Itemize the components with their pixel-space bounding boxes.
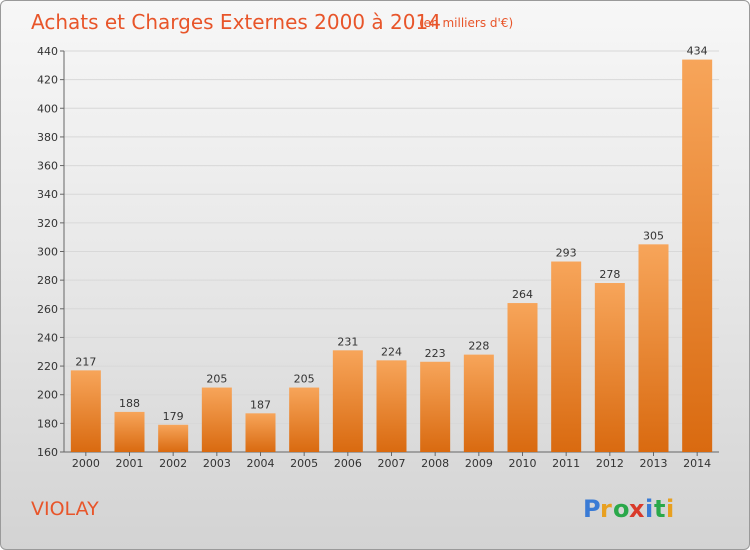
svg-text:i: i	[645, 495, 653, 523]
y-tick-label: 280	[37, 274, 58, 287]
data-label: 179	[163, 410, 184, 423]
bar-2012	[594, 283, 625, 452]
x-axis-ticks: 2000 2001 2002 2003 2004 2005 2006 2007 2008 2009…	[72, 452, 711, 470]
data-label: 231	[337, 335, 358, 348]
x-tick-label: 2003	[203, 457, 231, 470]
y-tick-label: 200	[37, 389, 58, 402]
data-label: 224	[381, 345, 402, 358]
y-tick-label: 340	[37, 188, 58, 201]
chart-subtitle: (en milliers d'€)	[419, 16, 513, 30]
svg-text:P: P	[583, 495, 601, 523]
y-tick-label: 440	[37, 45, 58, 58]
bar-2009	[463, 354, 494, 452]
data-label: 305	[643, 229, 664, 242]
x-tick-label: 2008	[421, 457, 449, 470]
bar-2003	[201, 387, 232, 452]
bar-2006	[332, 350, 363, 452]
svg-text:o: o	[613, 495, 630, 523]
bar-2010	[507, 303, 538, 452]
bar-2008	[420, 361, 451, 452]
y-tick-label: 380	[37, 131, 58, 144]
y-tick-label: 180	[37, 417, 58, 430]
y-tick-label: 360	[37, 160, 58, 173]
svg-text:r: r	[600, 495, 612, 523]
data-label: 205	[294, 373, 315, 386]
bar-2011	[551, 261, 582, 452]
y-tick-label: 420	[37, 74, 58, 87]
data-label: 293	[556, 247, 577, 260]
bar-2002	[158, 424, 189, 452]
bar-2001	[114, 411, 145, 452]
x-tick-label: 2011	[552, 457, 580, 470]
x-tick-label: 2002	[159, 457, 187, 470]
y-tick-label: 220	[37, 360, 58, 373]
bars	[70, 59, 713, 452]
x-tick-label: 2005	[290, 457, 318, 470]
data-label: 264	[512, 288, 533, 301]
bar-2007	[376, 360, 407, 452]
data-label: 278	[599, 268, 620, 281]
x-tick-label: 2000	[72, 457, 100, 470]
bar-2005	[289, 387, 320, 452]
data-label: 205	[206, 373, 227, 386]
bar-2013	[638, 244, 669, 452]
bar-2004	[245, 413, 276, 452]
data-labels: 217 188 179 205 187 205 231 224 223 228 264 293 278 3…	[75, 45, 707, 423]
svg-text:i: i	[666, 495, 674, 523]
chart-title: Achats et Charges Externes 2000 à 2014	[31, 10, 441, 34]
y-tick-label: 160	[37, 446, 58, 459]
data-label: 434	[687, 45, 708, 58]
y-tick-label: 300	[37, 246, 58, 259]
y-tick-label: 240	[37, 331, 58, 344]
data-label: 223	[425, 347, 446, 360]
x-tick-label: 2009	[465, 457, 493, 470]
data-label: 217	[75, 355, 96, 368]
y-tick-label: 320	[37, 217, 58, 230]
place-name: VIOLAY	[31, 498, 99, 520]
data-label: 187	[250, 398, 271, 411]
x-tick-label: 2014	[683, 457, 711, 470]
x-tick-label: 2007	[378, 457, 406, 470]
x-tick-label: 2010	[509, 457, 537, 470]
x-tick-label: 2001	[116, 457, 144, 470]
y-tick-label: 260	[37, 303, 58, 316]
svg-text:t: t	[654, 495, 665, 523]
x-tick-label: 2004	[247, 457, 275, 470]
data-label: 228	[468, 340, 489, 353]
data-label: 188	[119, 397, 140, 410]
bar-2000	[70, 370, 101, 452]
x-tick-label: 2006	[334, 457, 362, 470]
proxiti-logo: P r o x i t i	[583, 495, 674, 523]
grid-lines	[64, 50, 719, 453]
x-tick-label: 2012	[596, 457, 624, 470]
svg-text:x: x	[629, 495, 645, 523]
x-tick-label: 2013	[640, 457, 668, 470]
bar-2014	[682, 59, 713, 452]
y-tick-label: 400	[37, 102, 58, 115]
